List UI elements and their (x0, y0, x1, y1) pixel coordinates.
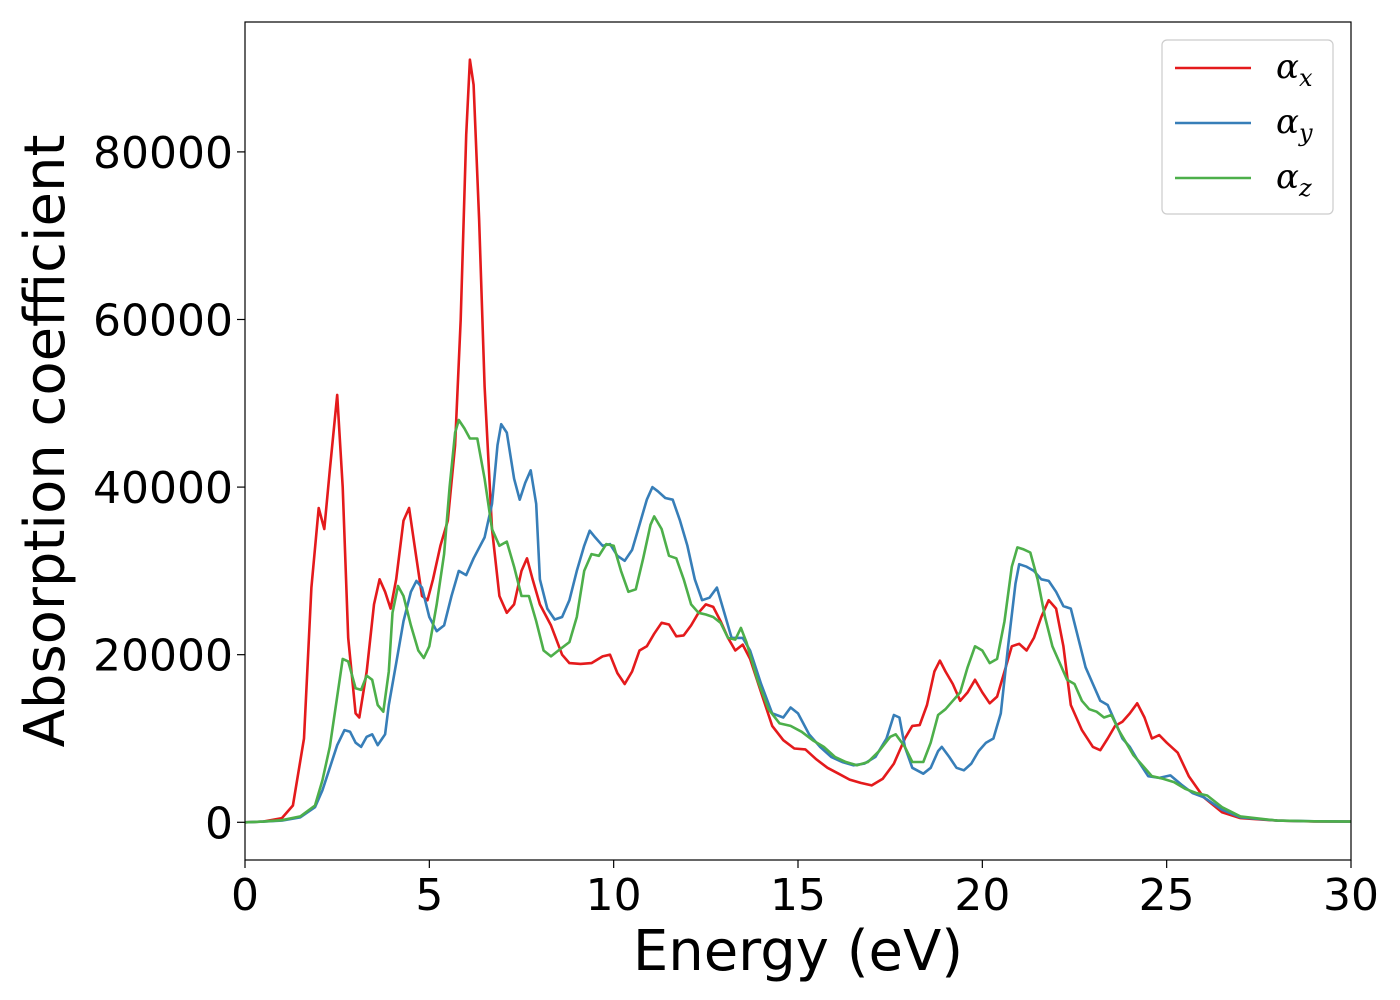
y-tick-label: 80000 (93, 128, 233, 179)
legend-subscript-y: y (1298, 119, 1313, 147)
x-tick-label: 25 (1139, 870, 1195, 921)
x-tick-label: 5 (415, 870, 443, 921)
y-axis: 0 20000 40000 60000 80000 (93, 128, 245, 849)
legend-frame (1161, 39, 1334, 215)
x-axis: 0 5 10 15 20 25 30 (231, 860, 1379, 921)
series-line-z (244, 418, 1352, 824)
y-tick-label: 20000 (93, 631, 233, 682)
legend-subscript-x: x (1299, 64, 1313, 92)
y-tick-label: 0 (205, 798, 233, 849)
y-tick-label: 40000 (93, 463, 233, 514)
x-tick-label: 10 (586, 870, 642, 921)
y-axis-title: Absorption coefficient (13, 135, 78, 748)
x-tick-label: 15 (770, 870, 826, 921)
x-tick-label: 30 (1323, 870, 1379, 921)
legend-subscript-z: z (1298, 174, 1312, 202)
series-layer (244, 58, 1352, 824)
x-tick-label: 20 (954, 870, 1010, 921)
series-line-y (244, 422, 1352, 824)
y-tick-label: 60000 (93, 295, 233, 346)
x-tick-label: 0 (231, 870, 259, 921)
series-line-x (244, 58, 1352, 824)
x-axis-title: Energy (eV) (633, 919, 963, 984)
